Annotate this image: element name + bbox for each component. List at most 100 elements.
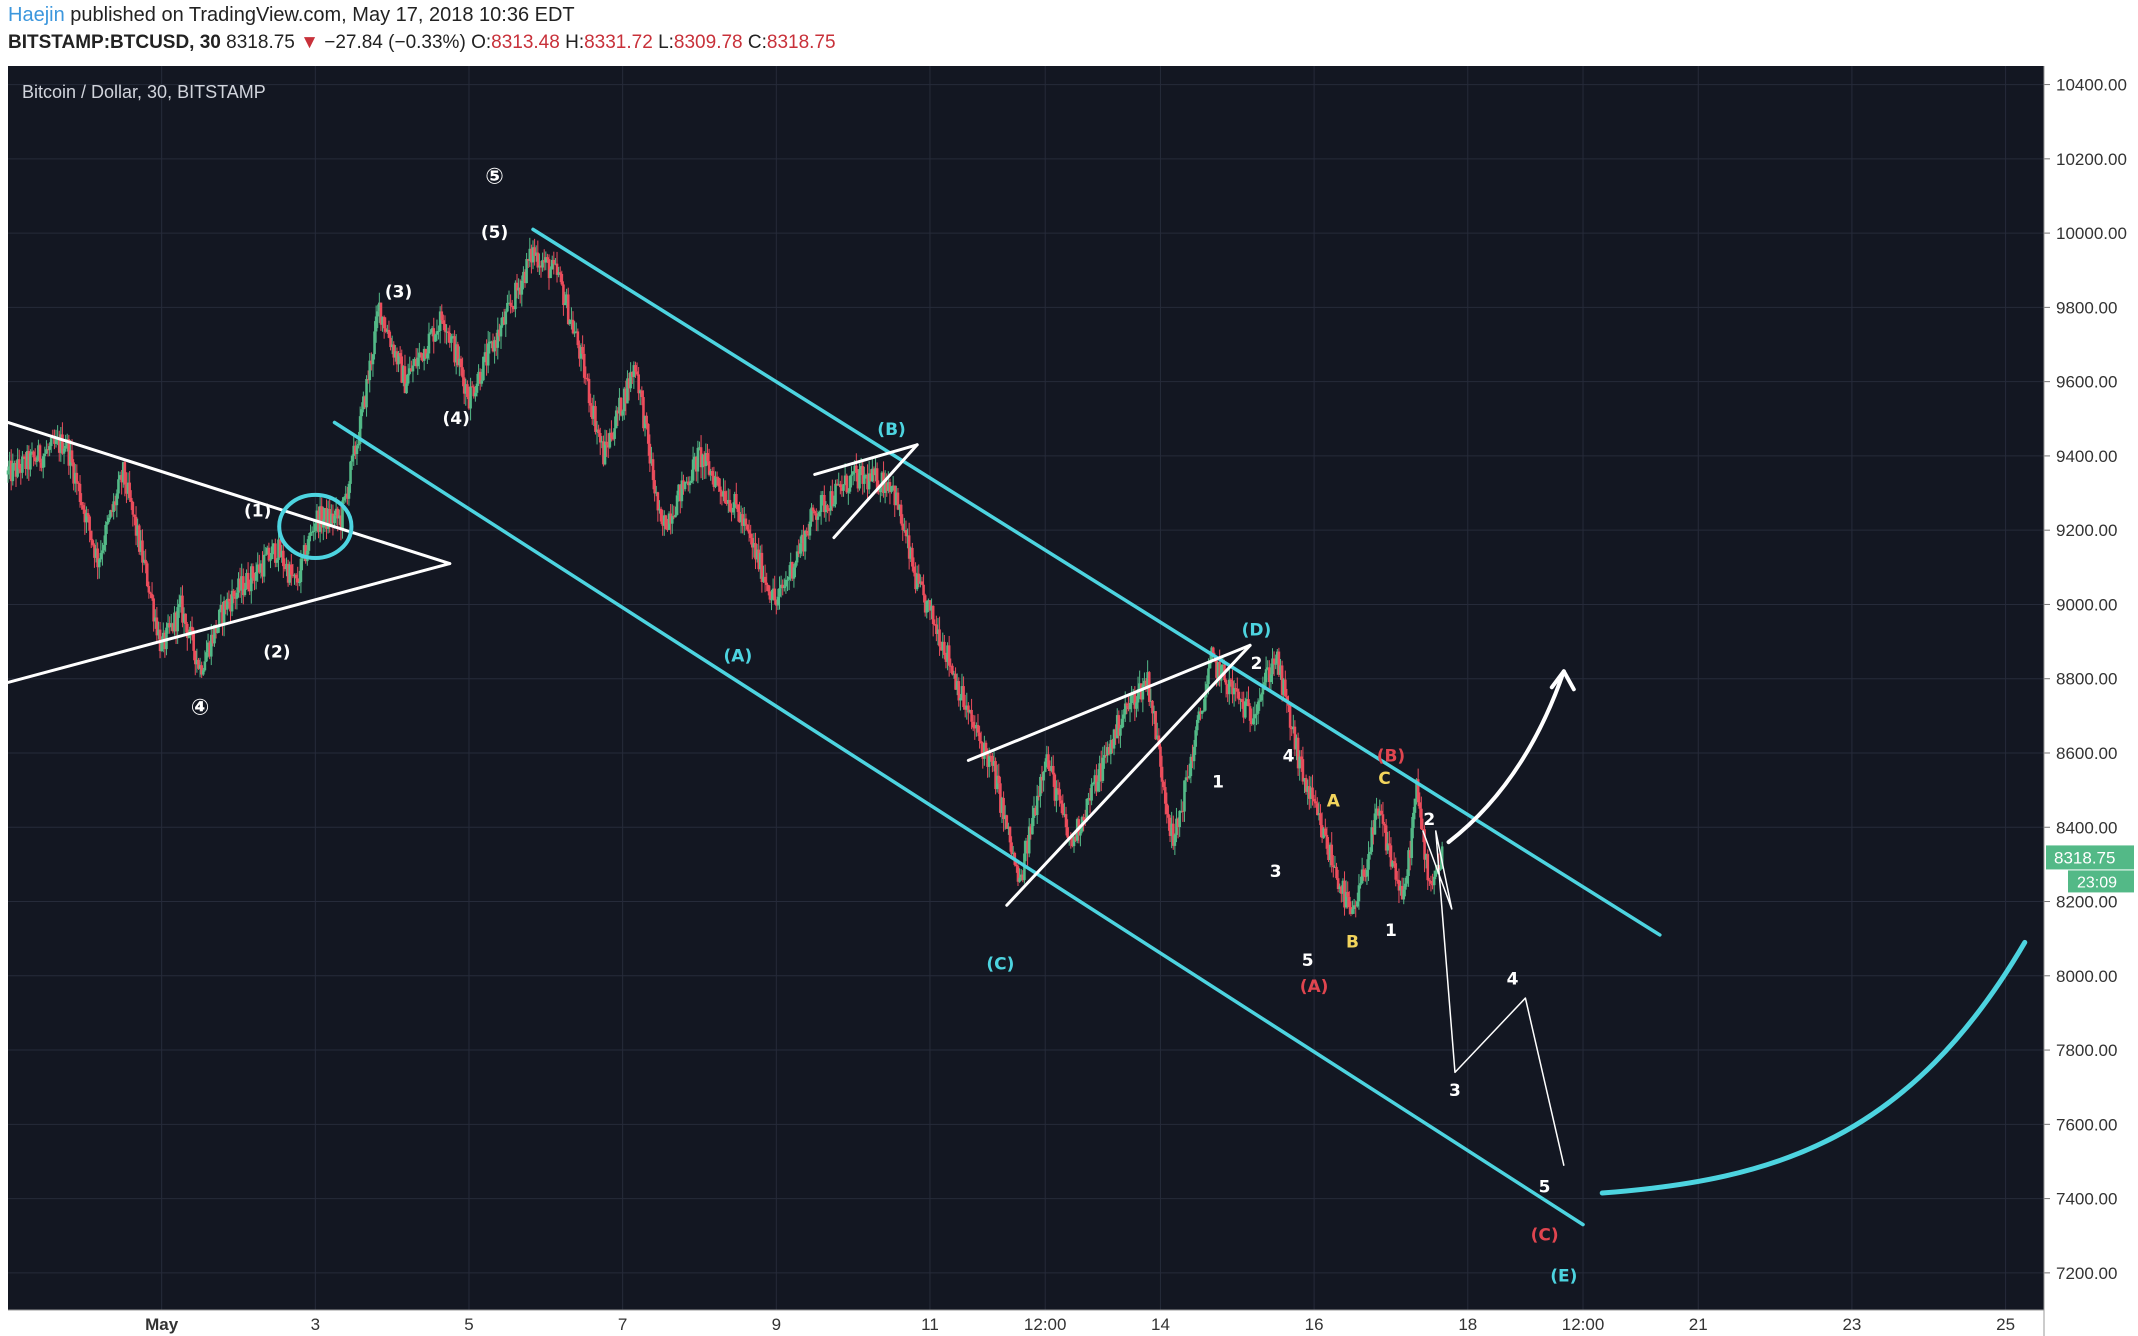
candle-body <box>661 521 664 526</box>
candle-body <box>784 579 788 587</box>
candle-body <box>736 504 740 512</box>
price-tag-label: 8318.75 <box>2054 848 2115 867</box>
candle-body <box>426 353 429 359</box>
candle-body <box>630 371 634 377</box>
candle-body <box>618 397 621 414</box>
candle-body <box>779 584 783 589</box>
candle-body <box>488 341 492 344</box>
candle-body <box>781 584 785 589</box>
wave-label: (C) <box>986 955 1014 975</box>
candle-body <box>973 727 977 729</box>
candle-body <box>1007 826 1010 829</box>
candle-body <box>1141 684 1145 700</box>
candle-body <box>1346 891 1350 897</box>
candle-body <box>69 450 72 466</box>
candle-body <box>418 352 421 358</box>
candle-body <box>987 755 991 767</box>
candle-body <box>249 566 253 592</box>
candle-body <box>389 337 392 348</box>
candle-body <box>312 530 316 532</box>
price-change: −27.84 (−0.33%) <box>324 32 466 53</box>
candle-body <box>693 456 696 460</box>
candle-body <box>1250 720 1253 725</box>
candle-body <box>446 331 450 333</box>
candle-body <box>1373 813 1377 835</box>
candle-body <box>259 563 263 573</box>
candle-body <box>758 552 762 570</box>
candle-body <box>1402 889 1406 900</box>
candle-body <box>1362 869 1366 877</box>
candle-body <box>315 510 319 524</box>
candle-body <box>1053 774 1057 801</box>
candle-body <box>608 432 612 448</box>
candle-body <box>616 410 620 414</box>
candle-body <box>243 588 247 596</box>
candle-body <box>1429 881 1433 884</box>
candle-body <box>112 501 115 513</box>
candle-body <box>971 721 975 728</box>
candle-body <box>827 509 831 511</box>
price-chart[interactable]: 10400.0010200.0010000.009800.009600.0094… <box>0 62 2138 1336</box>
candle-body <box>643 415 647 429</box>
candle-body <box>848 475 852 492</box>
y-tick-label: 9000.00 <box>2056 595 2117 614</box>
candle-body <box>1064 814 1068 828</box>
candle-body <box>557 272 560 275</box>
candles <box>6 237 1444 918</box>
candle-body <box>1061 803 1065 815</box>
candle-body <box>1045 754 1049 762</box>
candle-body <box>374 316 378 332</box>
candle-body <box>408 368 412 374</box>
candle-body <box>160 641 163 652</box>
candle-body <box>605 441 608 446</box>
candle-body <box>992 761 996 766</box>
candle-body <box>659 508 663 522</box>
candle-body <box>933 624 937 626</box>
candle-body <box>885 482 889 491</box>
candle-body <box>757 549 760 570</box>
candle-body <box>800 534 804 544</box>
candle-body <box>1266 667 1269 670</box>
candle-body <box>110 510 114 513</box>
candle-body <box>1314 801 1318 804</box>
candle-body <box>470 386 474 388</box>
candle-body <box>261 563 264 577</box>
candle-body <box>78 483 82 502</box>
candle-body <box>807 533 810 536</box>
candle-body <box>46 449 50 451</box>
candle-body <box>670 515 674 524</box>
candle-body <box>1368 851 1372 854</box>
candle-body <box>787 576 791 580</box>
y-tick-label: 9600.00 <box>2056 373 2117 392</box>
candle-body <box>706 453 709 462</box>
candle-body <box>155 617 159 636</box>
candle-body <box>13 463 16 465</box>
candle-body <box>1259 694 1263 701</box>
candle-body <box>424 348 428 359</box>
candle-body <box>282 550 285 567</box>
candle-body <box>741 514 744 526</box>
candle-body <box>968 709 972 713</box>
candle-body <box>1256 701 1260 714</box>
candle-body <box>253 578 256 581</box>
candle-body <box>949 665 953 667</box>
y-tick-label: 10000.00 <box>2056 224 2127 243</box>
candle-body <box>1391 861 1394 867</box>
candle-body <box>1106 747 1109 756</box>
candle-body <box>645 415 648 424</box>
wave-label: (A) <box>1300 977 1329 997</box>
candle-body <box>931 605 935 625</box>
candle-body <box>430 328 434 333</box>
candle-body <box>675 495 679 515</box>
candle-body <box>843 475 847 485</box>
candle-body <box>960 686 964 698</box>
candle-body <box>422 348 426 361</box>
candle-body <box>176 607 179 632</box>
author-link[interactable]: Haejin <box>8 4 65 26</box>
candle-body <box>291 574 295 577</box>
candle-body <box>1336 878 1340 890</box>
candle-body <box>925 600 929 613</box>
candle-body <box>1093 775 1097 783</box>
channel-line <box>531 227 1662 937</box>
candle-body <box>59 434 63 453</box>
